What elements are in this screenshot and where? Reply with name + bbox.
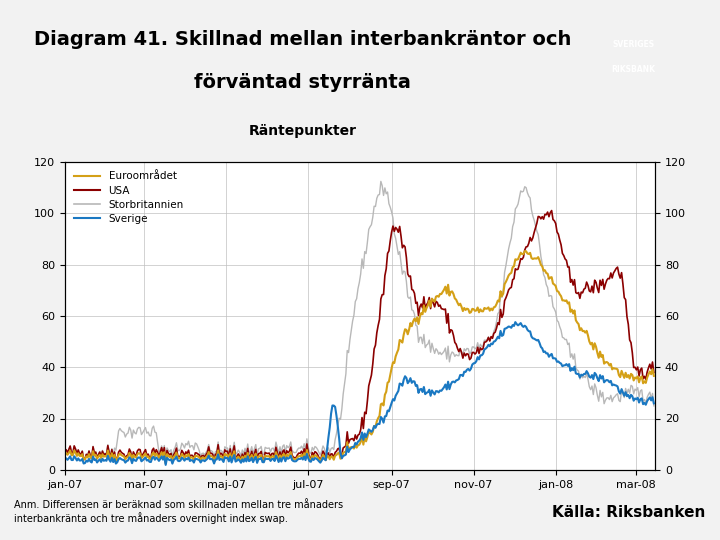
Text: förväntad styrränta: förväntad styrränta xyxy=(194,72,411,92)
Text: Anm. Differensen är beräknad som skillnaden mellan tre månaders
interbankränta o: Anm. Differensen är beräknad som skillna… xyxy=(14,500,343,523)
Text: RIKSBANK: RIKSBANK xyxy=(611,65,656,73)
Text: Räntepunkter: Räntepunkter xyxy=(248,124,356,138)
Text: SVERIGES: SVERIGES xyxy=(613,40,654,49)
Text: Diagram 41. Skillnad mellan interbankräntor och: Diagram 41. Skillnad mellan interbankrän… xyxy=(34,30,571,49)
Legend: Euroområdet, USA, Storbritannien, Sverige: Euroområdet, USA, Storbritannien, Sverig… xyxy=(70,167,188,228)
Text: Källa: Riksbanken: Källa: Riksbanken xyxy=(552,504,706,519)
